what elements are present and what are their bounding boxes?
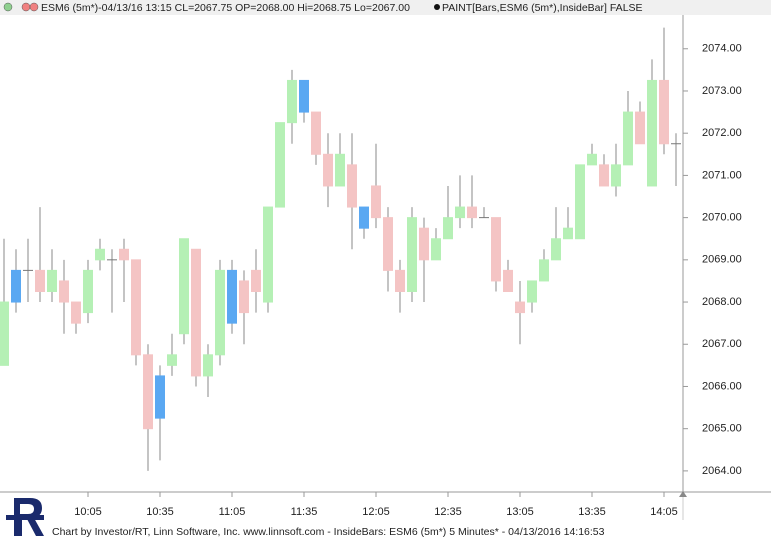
x-tick-label: 13:05 [506, 506, 534, 518]
candle-body [59, 280, 69, 303]
y-tick-label: 2070.00 [702, 212, 742, 224]
candle-body [659, 79, 669, 145]
candle-body [251, 269, 261, 292]
header-icon[interactable] [29, 2, 39, 12]
candle-body [155, 375, 165, 419]
logo-band [6, 515, 44, 520]
x-tick-label: 14:05 [650, 506, 678, 518]
header-icon[interactable] [21, 2, 31, 12]
candle-body [539, 259, 549, 282]
candle-body [191, 248, 201, 377]
x-tick-label: 12:35 [434, 506, 462, 518]
candle-body [83, 269, 93, 314]
x-tick-label: 13:35 [578, 506, 606, 518]
y-tick-label: 2069.00 [702, 254, 742, 266]
candle-body [587, 153, 597, 166]
candle-body [47, 269, 57, 292]
candle-body [623, 111, 633, 166]
candle-body [203, 354, 213, 377]
x-tick-label: 11:05 [219, 506, 246, 518]
candle-body [239, 280, 249, 314]
candle-body [647, 79, 657, 187]
axis-marker [679, 491, 687, 497]
y-tick-label: 2072.00 [702, 127, 742, 139]
y-tick-label: 2065.00 [702, 423, 742, 435]
candle-body [263, 206, 273, 303]
logo [6, 498, 44, 536]
candle-body [371, 185, 381, 219]
candle-body [563, 227, 573, 240]
candle-body [515, 301, 525, 314]
candle-body [35, 269, 45, 292]
candle-body [215, 269, 225, 356]
candle-body [551, 238, 561, 261]
candle-body [419, 227, 429, 261]
candle-body [179, 238, 189, 335]
candle-body [335, 153, 345, 187]
candle-body [455, 206, 465, 219]
candle-body [599, 164, 609, 187]
candle-body [347, 164, 357, 208]
header-icon[interactable] [3, 2, 13, 12]
candle-body [491, 217, 501, 282]
candle-body [611, 164, 621, 187]
candle-body [527, 280, 537, 303]
header-dot [434, 4, 440, 10]
candle-body [167, 354, 177, 366]
candle-body [443, 217, 453, 240]
candle-body [299, 79, 309, 113]
x-tick-label: 11:35 [291, 506, 318, 518]
candle-body [503, 269, 513, 292]
x-tick-label: 10:05 [74, 506, 102, 518]
candle-body [275, 122, 285, 208]
y-tick-label: 2073.00 [702, 85, 742, 97]
y-tick-label: 2068.00 [702, 296, 742, 308]
header-bar [0, 0, 771, 15]
candle-body [11, 269, 21, 303]
candle-body [575, 164, 585, 240]
header-text: PAINT[Bars,ESM6 (5m*),InsideBar] FALSE [442, 2, 643, 14]
candle-body [395, 269, 405, 292]
candle-body [383, 217, 393, 271]
y-tick-label: 2074.00 [702, 43, 742, 55]
candle-body [0, 301, 9, 366]
candle-body [323, 153, 333, 187]
candle-body [467, 206, 477, 219]
x-tick-label: 10:35 [146, 506, 174, 518]
candle-body [131, 259, 141, 356]
candle-body [95, 248, 105, 261]
y-tick-label: 2071.00 [702, 169, 742, 181]
candle-body [71, 301, 81, 324]
candle-body [407, 217, 417, 292]
candle-body [143, 354, 153, 430]
candle-body [311, 111, 321, 155]
candle-body [287, 79, 297, 124]
footer-text: Chart by Investor/RT, Linn Software, Inc… [52, 526, 605, 538]
candle-body [119, 248, 129, 261]
y-tick-label: 2064.00 [702, 465, 742, 477]
header-text: ESM6 (5m*)-04/13/16 13:15 CL=2067.75 OP=… [41, 2, 410, 14]
candle-body [431, 238, 441, 261]
candle-body [359, 206, 369, 229]
candle-body [635, 111, 645, 145]
y-tick-label: 2066.00 [702, 380, 742, 392]
x-tick-label: 12:05 [362, 506, 390, 518]
candle-body [227, 269, 237, 324]
y-tick-label: 2067.00 [702, 338, 742, 350]
